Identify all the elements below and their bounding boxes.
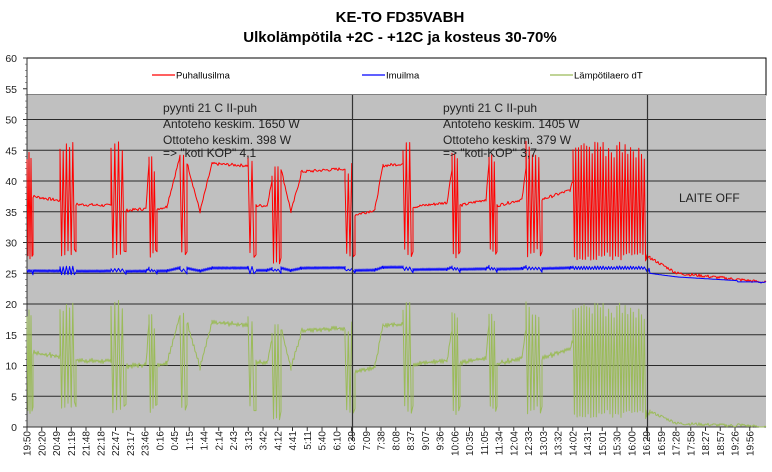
x-tick-label: 18:57 [716,431,727,456]
x-tick-label: 13:32 [554,431,565,456]
x-axis: 19:50 20:20 20:49 21:19 21:48 22:18 22:47 23:17… [23,426,766,456]
legend-item-puhallusilma: Puhallusilma [152,71,231,82]
x-tick-label: 20:49 [52,431,63,456]
x-tick-label: 5:40 [318,431,329,451]
chart-title: KE-TO FD35VABH [336,9,465,26]
legend-label: Imuilma [386,71,420,82]
y-tick-label: 35 [5,207,17,219]
y-tick-label: 45 [5,145,17,157]
annotation-line: Ottoteho keskim. 379 W [443,133,572,147]
x-tick-label: 17:28 [672,431,683,456]
x-tick-label: 14:31 [583,431,594,456]
x-tick-label: 19:26 [731,431,742,456]
y-tick-label: 0 [11,422,17,434]
annotation-line: Antoteho keskim. 1405 W [443,117,580,131]
annotation-line: => "koti-KOP" 3,7 [443,146,537,160]
separators [351,95,649,441]
x-tick-label: 10:06 [450,431,461,456]
x-tick-label: 12:33 [524,431,535,456]
series-line-lampotilaero-dt [26,300,767,428]
x-tick-label: 22:47 [111,431,122,456]
x-tick-label: 15:30 [613,431,624,456]
x-tick-label: 11:34 [495,431,506,456]
y-tick-label: 5 [11,391,17,403]
x-tick-label: 4:41 [288,431,299,451]
legend-label: Lämpötilaero dT [574,71,643,82]
x-tick-label: 12:04 [509,431,520,456]
x-tick-label: 21:19 [67,431,78,456]
x-tick-label: 19:50 [23,431,34,456]
x-tick-label: 21:48 [82,431,93,456]
chart-subtitle: Ulkolämpötila +2C - +12C ja kosteus 30-7… [243,29,556,46]
x-tick-label: 7:09 [362,431,373,451]
laite-off-label: LAITE OFF [679,191,740,205]
x-tick-label: 2:14 [214,431,225,451]
x-tick-label: 22:18 [96,431,107,456]
y-tick-label: 50 [5,115,17,127]
legend-item-imuilma: Imuilma [362,71,420,82]
x-tick-label: 17:58 [686,431,697,456]
x-tick-label: 7:38 [377,431,388,451]
y-tick-label: 15 [5,330,17,342]
x-tick-label: 15:01 [598,431,609,456]
x-tick-label: 16:29 [642,431,653,456]
y-tick-label: 55 [5,84,17,96]
x-tick-label: 11:05 [480,431,491,456]
x-tick-label: 8:37 [406,431,417,451]
x-tick-label: 1:44 [200,431,211,451]
x-tick-label: 1:15 [185,431,196,451]
x-tick-label: 10:35 [465,431,476,456]
x-tick-label: 14:02 [568,431,579,456]
x-tick-label: 16:00 [627,431,638,456]
legend-box [26,57,767,96]
legend-item-dt: Lämpötilaero dT [550,71,643,82]
x-tick-label: 0:16 [155,431,166,451]
x-tick-label: 5:11 [303,431,314,450]
annotation-right: pyynti 21 C II-puh Antoteho keskim. 1405… [443,101,580,160]
x-tick-label: 3:13 [244,431,255,451]
x-tick-label: 18:27 [701,431,712,456]
x-tick-label: 8:08 [391,431,402,451]
legend-label: Puhallusilma [176,71,231,82]
annotation-line: pyynti 21 C II-puh [443,101,537,115]
annotation-line: Antoteho keskim. 1650 W [163,117,300,131]
annotation-line: => "koti KOP" 4,1 [163,146,257,160]
x-tick-label: 16:59 [657,431,668,456]
x-tick-label: 3:42 [259,431,270,451]
x-tick-label: 0:45 [170,431,181,451]
x-tick-label: 23:17 [126,431,137,456]
annotation-left: pyynti 21 C II-puh Antoteho keskim. 1650… [163,101,300,160]
x-tick-label: 9:36 [436,431,447,451]
x-tick-label: 9:07 [421,431,432,451]
x-tick-label: 2:43 [229,431,240,451]
y-tick-label: 25 [5,268,17,280]
x-tick-label: 4:12 [273,431,284,451]
y-tick-label: 10 [5,361,17,373]
x-tick-label: 13:03 [539,431,550,456]
annotation-line: Ottoteho keskim. 398 W [163,133,292,147]
y-tick-label: 20 [5,299,17,311]
x-tick-label: 6:10 [332,431,343,451]
series-line-puhallusilma [26,140,767,284]
x-tick-label: 20:20 [37,431,48,456]
x-tick-label: 19:56 [745,431,756,456]
y-axis: 0 5 10 15 20 25 30 35 40 45 50 55 60 [5,53,28,434]
x-tick-label: 23:46 [141,431,152,456]
y-tick-label: 60 [5,53,17,65]
annotation-line: pyynti 21 C II-puh [163,101,257,115]
y-tick-label: 30 [5,238,17,250]
y-tick-label: 40 [5,176,17,188]
